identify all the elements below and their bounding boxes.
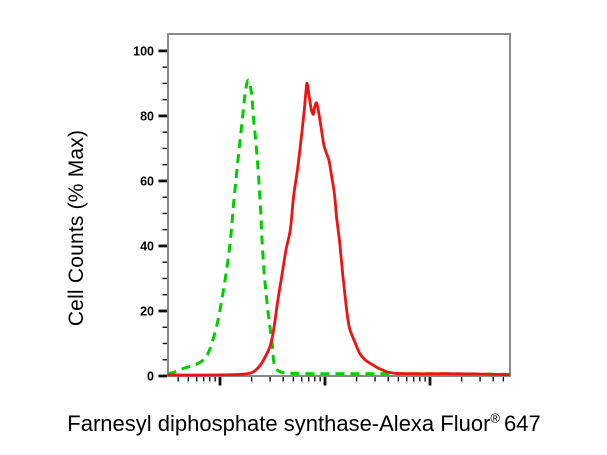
green-dashed-curve — [167, 78, 510, 376]
y-tick-label: 60 — [140, 174, 154, 188]
y-tick-label: 80 — [140, 109, 154, 123]
y-tick-label: 20 — [140, 304, 154, 318]
y-tick-label: 40 — [140, 239, 154, 253]
y-tick-label: 0 — [147, 370, 154, 384]
caption-suffix: 647 — [504, 411, 541, 436]
x-axis-caption: Farnesyl diphosphate synthase-Alexa Fluo… — [67, 411, 540, 437]
plot-frame — [167, 33, 511, 377]
caption-main-text: Farnesyl diphosphate synthase-Alexa Fluo… — [67, 411, 491, 436]
red-solid-curve — [167, 81, 510, 377]
registered-trademark-symbol: ® — [490, 410, 500, 426]
y-tick-label: 100 — [133, 44, 154, 58]
